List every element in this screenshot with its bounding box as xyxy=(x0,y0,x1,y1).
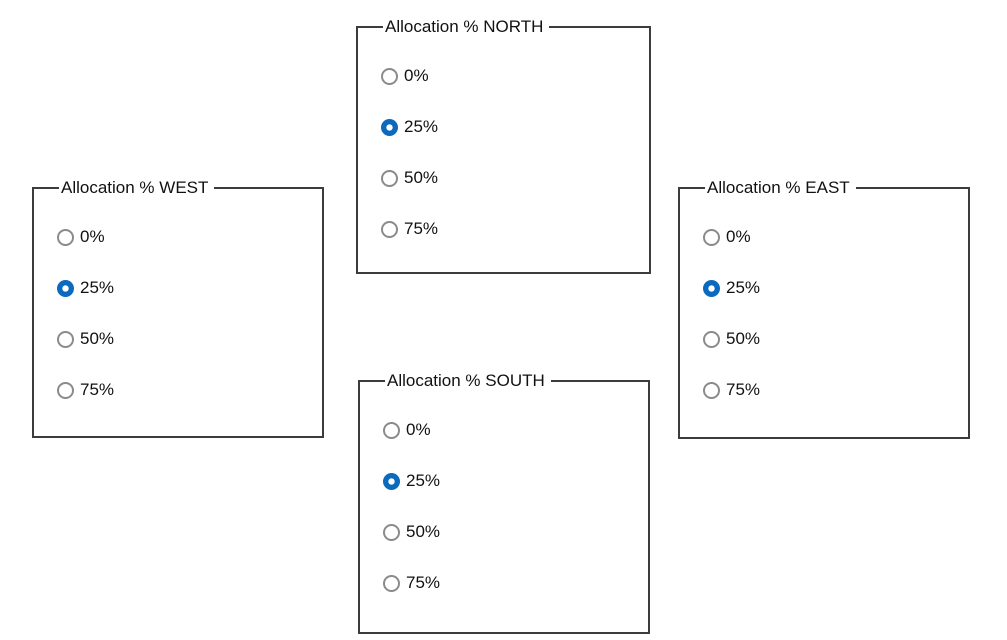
radio-label-west-0: 0% xyxy=(80,227,105,246)
radio-input-west-75[interactable] xyxy=(57,381,74,399)
radio-option-south-0[interactable]: 0% xyxy=(383,420,431,440)
radio-option-north-25[interactable]: 25% xyxy=(381,117,438,137)
radio-input-north-0[interactable] xyxy=(381,67,398,85)
group-title-east: Allocation % EAST xyxy=(707,178,850,197)
radio-label-east-25: 25% xyxy=(726,278,761,297)
radio-option-east-25[interactable]: 25% xyxy=(703,278,760,298)
radio-label-north-0: 0% xyxy=(404,66,429,85)
radio-label-south-25: 25% xyxy=(406,471,441,490)
group-box-east: Allocation % EAST 0% 25% 50% 75% xyxy=(678,177,970,439)
radio-label-south-75: 75% xyxy=(406,573,441,592)
radio-label-east-0: 0% xyxy=(726,227,751,246)
radio-input-south-0[interactable] xyxy=(383,421,400,439)
radio-label-north-25: 25% xyxy=(404,117,439,136)
radio-input-east-0[interactable] xyxy=(703,228,720,246)
radio-label-west-50: 50% xyxy=(80,329,115,348)
radio-label-north-50: 50% xyxy=(404,168,439,187)
radio-input-east-25[interactable] xyxy=(703,279,720,297)
radio-input-west-0[interactable] xyxy=(57,228,74,246)
group-title-west: Allocation % WEST xyxy=(61,178,209,197)
radio-input-north-50[interactable] xyxy=(381,169,398,187)
radio-label-east-50: 50% xyxy=(726,329,761,348)
group-box-north: Allocation % NORTH 0% 25% 50% 75% xyxy=(356,16,651,274)
radio-option-north-0[interactable]: 0% xyxy=(381,66,429,86)
radio-option-west-25[interactable]: 25% xyxy=(57,278,114,298)
radio-option-west-0[interactable]: 0% xyxy=(57,227,105,247)
radio-option-south-50[interactable]: 50% xyxy=(383,522,440,542)
radio-option-south-25[interactable]: 25% xyxy=(383,471,440,491)
radio-label-south-0: 0% xyxy=(406,420,431,439)
radio-label-west-75: 75% xyxy=(80,380,115,399)
radio-option-north-50[interactable]: 50% xyxy=(381,168,438,188)
group-title-north: Allocation % NORTH xyxy=(385,17,544,36)
radio-label-south-50: 50% xyxy=(406,522,441,541)
group-box-south: Allocation % SOUTH 0% 25% 50% 75% xyxy=(358,370,650,634)
radio-label-north-75: 75% xyxy=(404,219,439,238)
radio-input-south-25[interactable] xyxy=(383,472,400,490)
radio-input-north-75[interactable] xyxy=(381,220,398,238)
group-box-west: Allocation % WEST 0% 25% 50% 75% xyxy=(32,177,324,438)
radio-option-north-75[interactable]: 75% xyxy=(381,219,438,239)
radio-option-west-75[interactable]: 75% xyxy=(57,380,114,400)
radio-option-east-50[interactable]: 50% xyxy=(703,329,760,349)
radio-input-east-50[interactable] xyxy=(703,330,720,348)
radio-option-south-75[interactable]: 75% xyxy=(383,573,440,593)
group-title-south: Allocation % SOUTH xyxy=(387,371,545,390)
radio-input-east-75[interactable] xyxy=(703,381,720,399)
radio-input-north-25[interactable] xyxy=(381,118,398,136)
radio-input-west-25[interactable] xyxy=(57,279,74,297)
radio-label-west-25: 25% xyxy=(80,278,115,297)
radio-option-west-50[interactable]: 50% xyxy=(57,329,114,349)
radio-input-south-50[interactable] xyxy=(383,523,400,541)
radio-input-south-75[interactable] xyxy=(383,574,400,592)
radio-label-east-75: 75% xyxy=(726,380,761,399)
radio-option-east-75[interactable]: 75% xyxy=(703,380,760,400)
radio-input-west-50[interactable] xyxy=(57,330,74,348)
radio-option-east-0[interactable]: 0% xyxy=(703,227,751,247)
